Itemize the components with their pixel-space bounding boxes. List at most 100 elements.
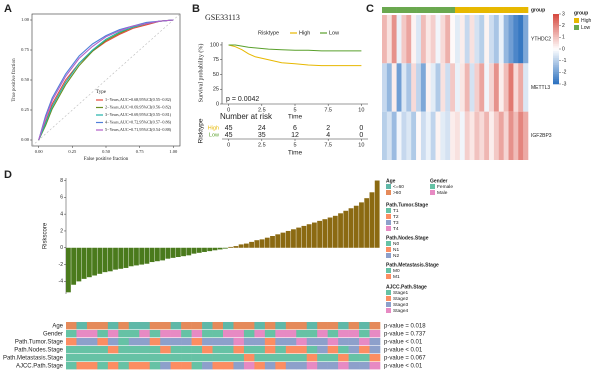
track-cell [160,322,171,330]
table-x-tick-label: 2.5 [258,142,266,148]
track-cell [212,354,224,362]
track-cell [296,362,308,370]
colorbar-step [553,54,559,57]
y-axis-label: Riskscore [43,222,49,249]
colorbar-step [553,15,559,18]
heat-cell [406,111,412,160]
colorbar-step [553,22,559,25]
track-cell [254,354,266,362]
group-cell [455,7,461,13]
track-cell [86,354,98,362]
track-cell [369,354,381,362]
bar [254,240,260,248]
bar [202,247,207,252]
bar [243,243,249,248]
track-cell [191,362,203,370]
panel-label: A [4,3,12,15]
track-cell [118,346,130,354]
track-cell [369,322,381,330]
y-tick-label: 4 [60,211,63,217]
heat-cell [455,15,461,64]
track-cell [264,362,276,370]
heat-cell [391,15,397,64]
bar [186,247,192,256]
legend-swatch [386,268,391,273]
bar [301,225,307,248]
heat-cell [484,111,490,160]
colorbar-tick-label: -3 [562,81,567,87]
colorbar-step [553,42,559,45]
track-cell [296,330,308,338]
group-cell [382,7,388,13]
legend-label: M1 [393,274,400,280]
track-cell [107,362,119,370]
track-cell [369,338,381,346]
heat-cell [455,111,461,160]
bar [364,198,370,248]
track-cell [149,346,161,354]
heat-cell [484,15,490,64]
bar [249,241,254,248]
track-cell [212,322,224,330]
track-label: Path.Nodes.Stage [14,348,63,354]
legend-label: >60 [393,190,401,196]
legend-label: <=60 [393,184,404,190]
track-cell [296,354,308,362]
heat-cell [513,15,519,64]
colorbar-step [553,71,559,74]
heat-cell [474,63,480,112]
track-cell [254,346,266,354]
colorbar-step [553,73,559,76]
bar [306,224,312,248]
track-cell [264,330,276,338]
track-cell [306,354,318,362]
track-cell [128,362,140,370]
track-cell [306,362,318,370]
track-p-value: p-value < 0.01 [384,364,423,370]
track-cell [181,338,192,346]
bar [76,247,82,282]
risk-count: 2 [326,125,330,132]
track-cell [97,322,109,330]
y-tick-label: 0.00 [21,137,30,142]
heat-cell [440,111,446,160]
legend-label: 5−Years,AUC=0.71,95%CI(0.54−0.88) [105,127,172,133]
track-p-value: p-value = 0.737 [384,332,426,338]
track-cell [264,354,276,362]
colorbar-step [553,36,559,39]
legend-label: Stage2 [393,296,409,302]
legend-swatch [430,184,435,189]
track-cell [275,362,287,370]
colorbar-step [553,63,559,66]
track-cell [233,354,245,362]
track-cell [243,338,255,346]
track-cell [275,330,287,338]
track-cell [139,322,151,330]
heat-cell [513,111,519,160]
colorbar-step [553,33,559,36]
bar [348,208,354,248]
track-cell [86,362,98,370]
group-cell [469,7,475,13]
p-value: p = 0.0042 [226,96,259,103]
colorbar-step [553,75,559,78]
heat-cell [386,111,393,160]
bar [128,247,134,267]
legend-label: T3 [393,220,399,226]
legend-title: AJCC.Path.Stage [386,284,427,290]
chart-title: GSE33113 [205,13,240,22]
heat-cell [459,63,466,112]
legend-swatch [386,274,391,279]
bar [134,247,139,266]
heat-cell [411,15,417,64]
heat-cell [469,15,475,64]
track-cell [338,362,349,370]
track-cell [181,346,192,354]
heat-cell [386,15,393,64]
bar [144,247,150,264]
group-cell [391,7,397,13]
colorbar-step [553,14,559,17]
bar [223,247,228,249]
legend-label: Stage3 [393,302,409,308]
